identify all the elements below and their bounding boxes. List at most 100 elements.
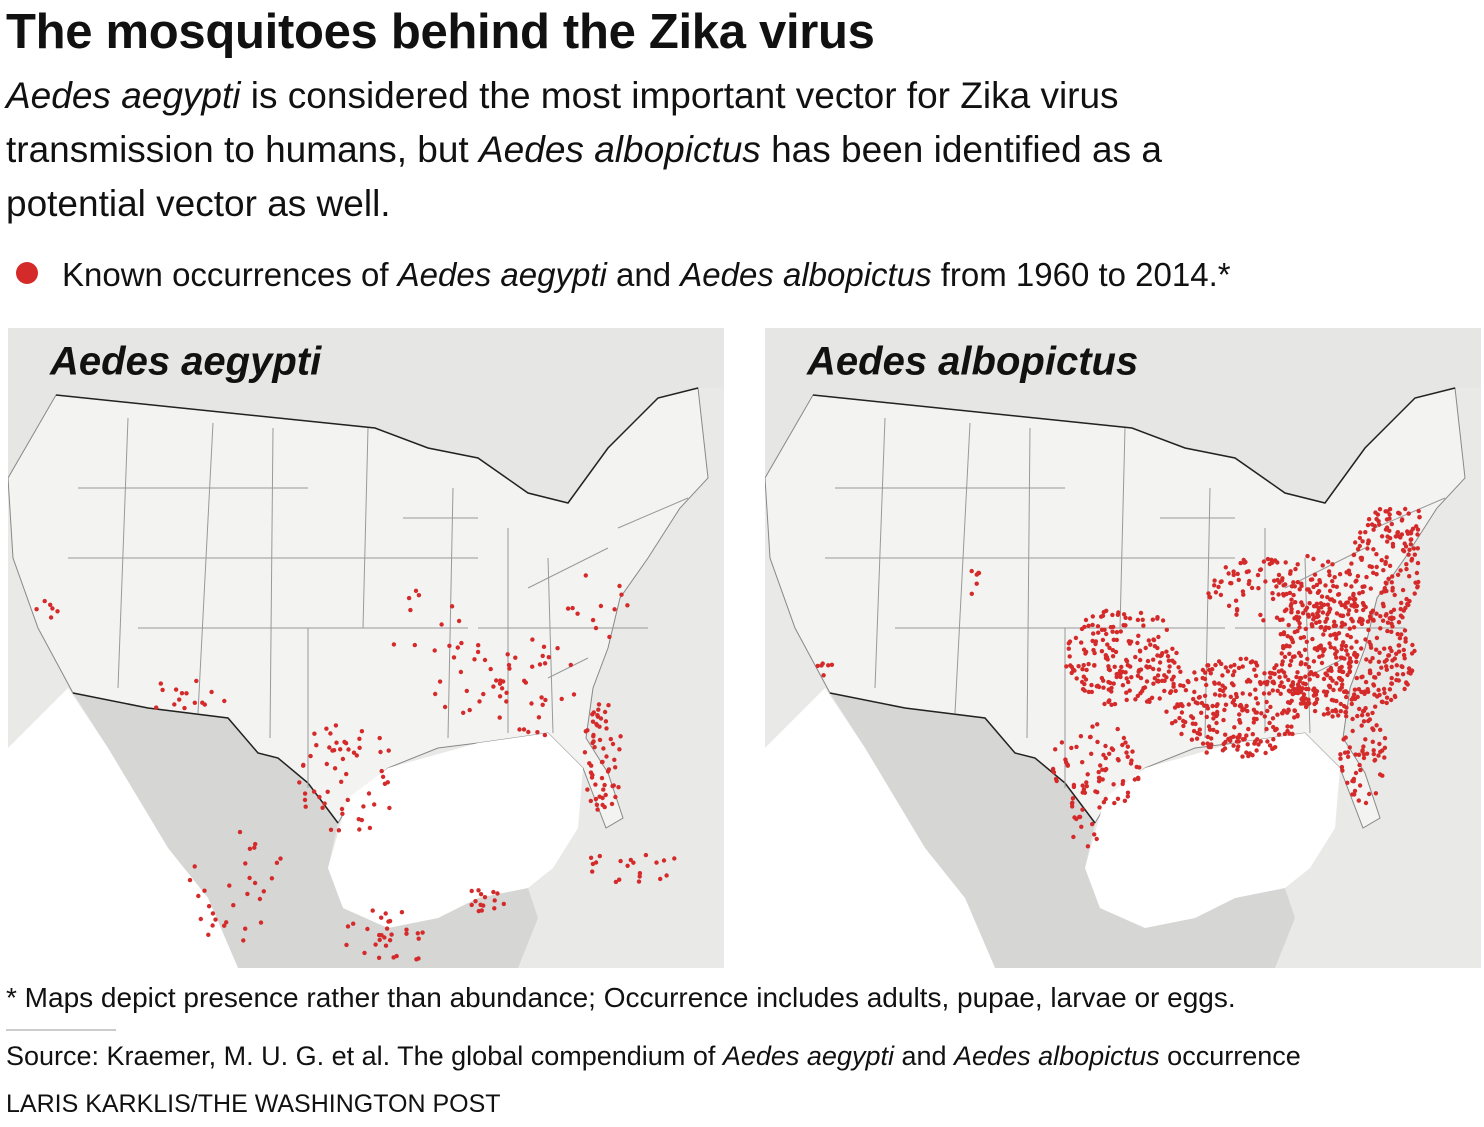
occurrence-dot [1363,679,1369,685]
occurrence-dot [1238,656,1243,662]
occurrence-dot [1176,665,1181,670]
occurrence-dot [231,903,236,908]
occurrence-dot [342,739,347,745]
occurrence-dot [583,729,588,734]
occurrence-dot [1232,669,1237,674]
occurrence-dot [1271,737,1276,742]
occurrence-dot [1240,589,1246,594]
occurrence-dot [1367,791,1372,797]
text-run: Source: Kraemer, M. U. G. et al. The glo… [6,1041,723,1071]
occurrence-dot [1387,507,1393,512]
occurrence-dot [1088,734,1093,740]
occurrence-dot [1133,697,1138,702]
occurrence-dot [1305,612,1311,617]
occurrence-dot [1155,679,1160,684]
occurrence-dot [1101,752,1106,758]
occurrence-dot [416,593,422,598]
occurrence-dot [1365,712,1370,717]
occurrence-dot [1109,702,1114,707]
occurrence-dot [1169,721,1175,726]
occurrence-dot [1360,589,1365,595]
occurrence-dot [1103,743,1108,749]
occurrence-dot [974,581,979,586]
occurrence-dot [1231,572,1236,578]
occurrence-dot [458,669,464,675]
occurrence-dot [1307,677,1312,682]
occurrence-dot [604,726,609,731]
occurrence-dot [1194,677,1199,682]
occurrence-dot [1206,591,1211,596]
occurrence-dot [1353,752,1358,757]
occurrence-dot [1350,792,1355,797]
occurrence-dot [297,780,302,785]
occurrence-dot [1051,770,1057,775]
occurrence-dot [1098,763,1103,768]
occurrence-dot [1124,657,1129,663]
occurrence-dot [1208,671,1213,676]
occurrence-dot [492,906,497,911]
occurrence-dot [1299,583,1304,589]
occurrence-dot [328,731,333,736]
occurrence-dot [1350,619,1355,624]
occurrence-dot [1221,717,1226,723]
occurrence-dot [373,942,378,947]
occurrence-dot [1386,576,1391,581]
occurrence-dot [1237,734,1242,740]
occurrence-dot [302,791,308,796]
occurrence-dot [192,700,197,705]
occurrence-dot [1241,592,1246,597]
occurrence-dot [1408,537,1413,542]
occurrence-dot [1329,697,1335,703]
state-border [117,417,129,689]
occurrence-dot [1122,798,1128,803]
occurrence-dot [1369,564,1375,570]
occurrence-dot [1244,733,1249,738]
occurrence-dot [1223,702,1229,707]
occurrence-dot [1399,664,1404,669]
occurrence-dot [1192,670,1197,675]
occurrence-dot [455,645,460,650]
mexico [830,693,1295,968]
occurrence-dot [1295,580,1300,585]
occurrence-dot [1325,595,1330,600]
occurrence-dot [1085,844,1091,849]
occurrence-dot [1311,617,1316,622]
occurrence-dot [1324,689,1330,695]
occurrence-dot [1197,727,1202,732]
occurrence-dot [1128,664,1133,669]
occurrence-dot [491,684,496,689]
occurrence-dot [325,789,330,794]
occurrence-dot [1277,683,1283,689]
occurrence-dot [42,598,47,604]
occurrence-dot [1178,683,1183,688]
occurrence-dot [1282,731,1288,737]
occurrence-dot [1361,744,1366,749]
ocean [765,688,995,968]
occurrence-dot [1357,591,1362,596]
occurrence-dot [1238,560,1243,566]
occurrence-dot [391,642,397,647]
occurrence-dot [1247,692,1253,697]
occurrence-dot [1074,816,1079,822]
occurrence-dot [1336,675,1342,681]
occurrence-dot [1281,670,1287,675]
occurrence-dot [1363,637,1368,642]
occurrence-dot [595,807,600,812]
occurrence-dot [1270,591,1275,596]
occurrence-dot [182,705,187,711]
occurrence-dot [339,806,345,812]
occurrence-dot [1391,607,1397,612]
occurrence-dot [1380,618,1386,623]
occurrence-dot [506,662,512,668]
occurrence-dot [1363,800,1369,806]
occurrence-dot [1338,709,1343,714]
occurrence-dot [1289,601,1294,607]
occurrence-dot [1162,678,1167,683]
occurrence-dot [1138,610,1144,616]
text-run: has been identified as a [760,129,1162,170]
occurrence-dot [48,602,53,607]
occurrence-dot [1125,790,1131,795]
occurrence-dot [1372,757,1378,763]
occurrence-dot [1343,643,1349,649]
occurrence-dot [1246,726,1251,732]
